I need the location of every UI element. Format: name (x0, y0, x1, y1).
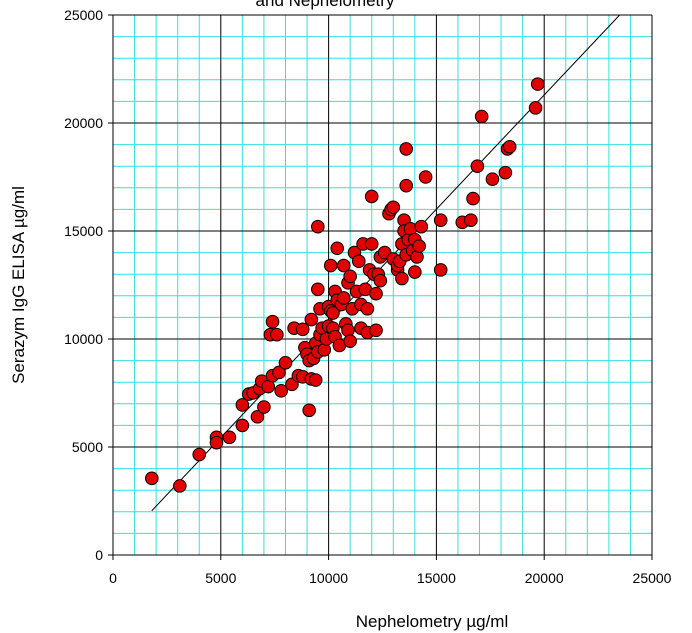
chart-title: and Nephelometry (256, 0, 395, 10)
data-point (250, 409, 265, 424)
trendline-group (151, 14, 621, 512)
tick-labels: 0 5000 10000 15000 20000 25000 0 5000 10000 15000… (64, 7, 672, 586)
data-point (295, 322, 310, 337)
data-point (192, 447, 207, 462)
data-point (270, 327, 284, 342)
data-point (360, 301, 375, 316)
data-point (274, 384, 288, 398)
data-point (311, 282, 325, 297)
y-tick-label: 15000 (64, 223, 103, 239)
data-point (414, 219, 429, 234)
data-point (235, 418, 250, 433)
data-point (364, 189, 379, 204)
data-point (336, 258, 351, 273)
y-tick-label: 5000 (72, 439, 103, 455)
data-point (395, 271, 409, 286)
data-point (351, 254, 366, 269)
x-tick-label: 5000 (205, 570, 236, 586)
data-points (145, 77, 545, 493)
data-point (502, 139, 517, 154)
data-point (466, 191, 480, 206)
y-tick-label: 20000 (64, 115, 103, 131)
data-point (485, 172, 500, 186)
data-point (145, 471, 159, 486)
data-point (364, 237, 379, 251)
data-point (311, 219, 325, 234)
data-point (470, 159, 485, 173)
data-point (369, 286, 383, 301)
data-point (474, 109, 489, 124)
data-point (302, 403, 316, 418)
data-point (209, 435, 224, 450)
data-point (373, 273, 388, 288)
data-point (272, 365, 286, 380)
data-point (464, 213, 478, 227)
data-point (433, 213, 448, 227)
x-tick-label: 15000 (417, 570, 456, 586)
x-tick-label: 25000 (633, 570, 672, 586)
data-point (433, 263, 448, 277)
data-point (528, 101, 543, 115)
data-point (343, 269, 357, 284)
data-point (343, 334, 357, 348)
data-point (173, 479, 187, 493)
data-point (336, 291, 351, 305)
data-point (369, 323, 383, 338)
x-tick-label: 0 (109, 570, 117, 586)
trendline (151, 14, 621, 512)
data-point (330, 241, 345, 256)
data-point (323, 258, 338, 273)
data-point (265, 314, 280, 329)
y-tick-label: 25000 (64, 7, 103, 23)
data-point (498, 165, 513, 180)
grid (108, 14, 653, 560)
data-point (308, 373, 323, 387)
y-axis-title: Serazym IgG ELISA µg/ml (9, 186, 28, 384)
data-point (418, 170, 433, 184)
data-point (386, 200, 401, 215)
data-point (304, 312, 319, 327)
data-point (326, 306, 340, 320)
data-point (399, 142, 414, 156)
x-tick-label: 20000 (525, 570, 564, 586)
y-tick-label: 10000 (64, 331, 103, 347)
data-point (257, 400, 271, 414)
data-point (222, 430, 237, 445)
data-point (235, 398, 250, 412)
data-point (278, 355, 293, 370)
y-tick-label: 0 (95, 547, 103, 563)
data-point (530, 77, 545, 91)
x-tick-label: 10000 (309, 570, 348, 586)
x-axis-title: Nephelometry µg/ml (356, 612, 508, 631)
data-point (408, 265, 422, 279)
data-point (399, 178, 414, 193)
data-point (412, 239, 426, 253)
